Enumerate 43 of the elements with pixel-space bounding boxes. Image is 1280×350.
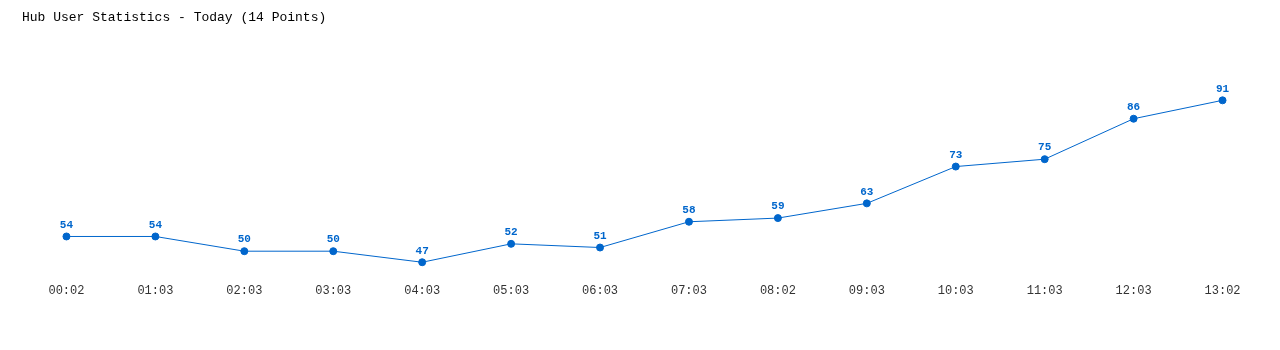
point [596,243,605,252]
data-label: 73 [949,148,963,161]
data-label: 50 [237,233,251,246]
x-tick-label: 08:02 [759,283,796,298]
x-tick-label: 10:03 [937,283,974,298]
data-label: 47 [415,244,429,257]
x-tick-label: 13:02 [1204,283,1241,298]
data-label: 58 [682,204,696,217]
data-label: 63 [860,185,874,198]
point [773,214,782,223]
point [240,247,249,256]
point [1129,114,1138,123]
x-tick-label: 05:03 [493,283,530,298]
x-tick-label: 07:03 [670,283,707,298]
x-tick-label: 11:03 [1026,283,1063,298]
x-tick-label: 09:03 [848,283,885,298]
x-tick-label: 04:03 [404,283,441,298]
data-label: 54 [59,218,74,231]
point [1040,155,1049,164]
point [418,258,427,267]
point [62,232,71,241]
point [862,199,871,208]
point [507,239,516,248]
x-tick-label: 00:02 [48,283,85,298]
data-label: 91 [1215,82,1230,95]
x-tick-label: 02:03 [226,283,263,298]
x-tick-label: 06:03 [582,283,619,298]
x-tick-label: 12:03 [1115,283,1152,298]
data-label: 51 [593,229,608,242]
x-tick-label: 01:03 [137,283,174,298]
point [951,162,960,171]
data-label: 54 [148,218,163,231]
data-label: 50 [326,233,340,246]
x-tick-label: 03:03 [315,283,352,298]
point [151,232,160,241]
data-label: 59 [771,200,785,213]
point [329,247,338,256]
data-label: 75 [1038,141,1052,154]
chart-title: Hub User Statistics - Today (14 Points) [22,10,327,26]
data-label: 52 [504,226,518,239]
point [684,217,693,226]
point [1218,96,1227,105]
data-label: 86 [1127,100,1141,113]
